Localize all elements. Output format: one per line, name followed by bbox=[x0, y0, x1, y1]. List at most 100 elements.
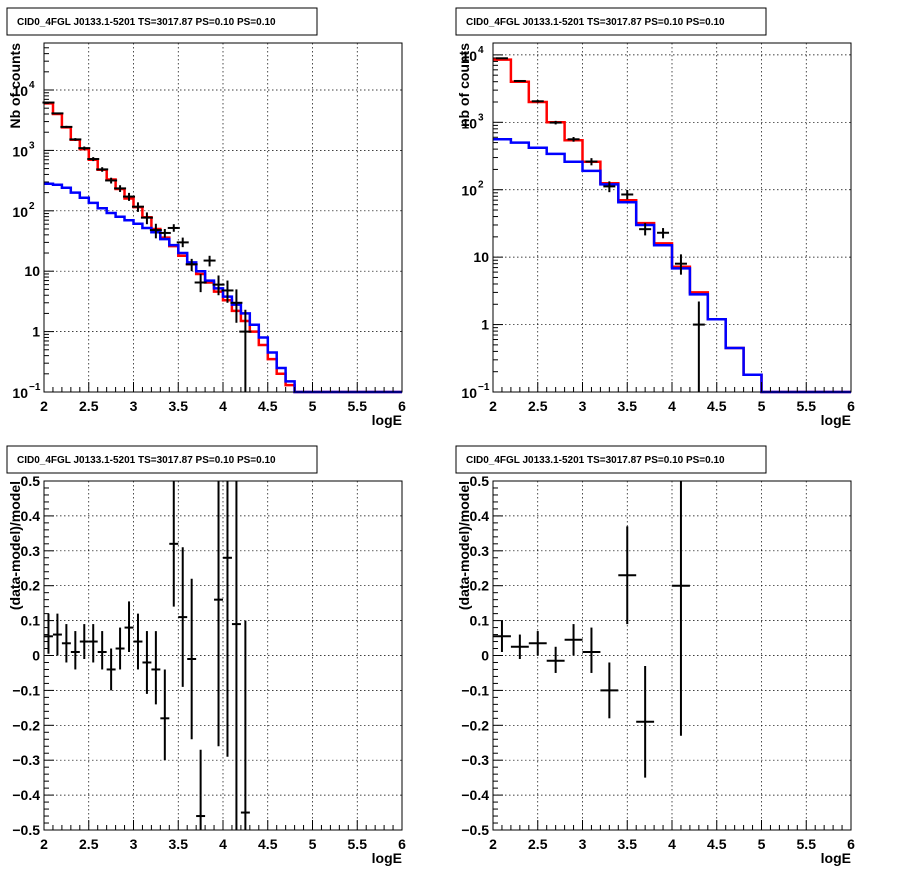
x-axis-label: logE bbox=[372, 850, 402, 866]
y-tick-label-exponent: 3 bbox=[478, 112, 484, 123]
x-tick-label: 2 bbox=[489, 836, 497, 852]
residual-chart-left: CID0_4FGL J0133.1-5201 TS=3017.87 PS=0.1… bbox=[6, 445, 406, 866]
x-tick-label: 6 bbox=[398, 836, 406, 852]
chart-title: CID0_4FGL J0133.1-5201 TS=3017.87 PS=0.1… bbox=[466, 455, 725, 466]
x-tick-label: 5 bbox=[758, 836, 766, 852]
data-point bbox=[513, 79, 526, 82]
data-point bbox=[194, 273, 207, 293]
data-points bbox=[44, 481, 250, 830]
y-tick-label: −0.3 bbox=[461, 752, 489, 768]
y-tick-label: 0.1 bbox=[470, 613, 490, 629]
data-point bbox=[185, 258, 198, 272]
data-point bbox=[585, 158, 598, 166]
data-point bbox=[96, 167, 109, 172]
y-tick-label-base: 10 bbox=[12, 385, 28, 401]
data-point bbox=[87, 157, 100, 162]
data-point bbox=[493, 620, 511, 653]
y-tick-label: 1 bbox=[481, 317, 489, 333]
chart-title: CID0_4FGL J0133.1-5201 TS=3017.87 PS=0.1… bbox=[466, 17, 725, 28]
data-points bbox=[42, 101, 252, 392]
y-tick-label: −0.1 bbox=[461, 682, 489, 698]
x-tick-label: 5.5 bbox=[797, 836, 817, 852]
chart-title: CID0_4FGL J0133.1-5201 TS=3017.87 PS=0.1… bbox=[17, 455, 276, 466]
x-tick-label: 4 bbox=[668, 836, 676, 852]
data-point bbox=[151, 631, 161, 705]
data-point bbox=[115, 627, 125, 670]
data-point bbox=[692, 301, 705, 392]
x-tick-label: 2 bbox=[40, 836, 48, 852]
chart-title-box: CID0_4FGL J0133.1-5201 TS=3017.87 PS=0.1… bbox=[6, 445, 318, 474]
data-point bbox=[52, 613, 62, 656]
data-point bbox=[657, 228, 670, 239]
y-tick-label: −0.5 bbox=[461, 822, 489, 838]
data-point bbox=[231, 481, 241, 830]
data-point bbox=[149, 223, 162, 239]
data-point bbox=[603, 181, 616, 193]
y-axis: −0.5 −0.4 −0.3 −0.2 −0.1 0 0.1 0.2 0.3 0.4 0.5 bbox=[461, 473, 503, 838]
y-tick-label-power: 10 4 bbox=[12, 80, 35, 99]
x-tick-label: 5.5 bbox=[348, 836, 368, 852]
y-tick-label-power: 10 2 bbox=[461, 180, 484, 199]
y-tick-label-power: 10 4 bbox=[461, 45, 484, 64]
y-tick-label: −0.4 bbox=[12, 787, 40, 803]
data-point bbox=[60, 125, 73, 128]
chart-title-box: CID0_4FGL J0133.1-5201 TS=3017.87 PS=0.1… bbox=[6, 7, 318, 36]
data-point bbox=[167, 224, 180, 232]
x-tick-label: 6 bbox=[847, 398, 855, 414]
y-axis-label: Nb of counts bbox=[7, 43, 23, 129]
data-point bbox=[133, 613, 143, 670]
data-point bbox=[510, 634, 529, 659]
data-point bbox=[203, 255, 216, 267]
data-points bbox=[495, 57, 705, 392]
x-tick-label: 2 bbox=[489, 398, 497, 414]
chart-title-frame bbox=[455, 7, 767, 36]
data-point bbox=[178, 547, 188, 687]
y-tick-label-power: 10 3 bbox=[461, 112, 484, 131]
x-axis-label: logE bbox=[821, 412, 851, 428]
x-tick-label: 4 bbox=[219, 836, 227, 852]
x-tick-label: 2.5 bbox=[79, 398, 99, 414]
x-tick-label: 4.5 bbox=[258, 836, 278, 852]
data-point bbox=[187, 578, 197, 740]
y-axis-label: (data-model)/model bbox=[456, 481, 472, 610]
x-tick-label: 5 bbox=[758, 398, 766, 414]
data-point bbox=[114, 185, 127, 192]
data-point bbox=[567, 137, 580, 142]
y-tick-label-exponent: 2 bbox=[29, 201, 35, 212]
data-point bbox=[230, 289, 243, 323]
chart-title-box: CID0_4FGL J0133.1-5201 TS=3017.87 PS=0.1… bbox=[455, 7, 767, 36]
y-tick-label-power: 10 −1 bbox=[461, 382, 489, 401]
y-axis-label: (data-model)/model bbox=[7, 481, 23, 610]
x-tick-label: 3.5 bbox=[618, 398, 638, 414]
residual-chart-right: CID0_4FGL J0133.1-5201 TS=3017.87 PS=0.1… bbox=[455, 445, 855, 866]
grid-lines bbox=[493, 481, 851, 830]
data-point bbox=[636, 665, 655, 778]
data-point bbox=[639, 223, 652, 236]
x-axis: 2 2.5 3 3.5 4 4.5 5 5.5 6 bbox=[40, 382, 406, 414]
y-tick-label: 0.3 bbox=[470, 543, 490, 559]
y-tick-label: 0.1 bbox=[21, 613, 41, 629]
data-point bbox=[169, 481, 179, 607]
x-tick-label: 3.5 bbox=[618, 836, 638, 852]
chart-title-frame bbox=[6, 7, 318, 36]
counts-chart-left: CID0_4FGL J0133.1-5201 TS=3017.87 PS=0.1… bbox=[6, 7, 406, 428]
data-point bbox=[212, 275, 225, 296]
y-tick-label: 0.2 bbox=[470, 578, 490, 594]
data-point bbox=[88, 624, 98, 663]
x-tick-label: 3 bbox=[130, 836, 138, 852]
x-tick-label: 6 bbox=[847, 836, 855, 852]
y-tick-label-exponent: 4 bbox=[29, 80, 35, 91]
grid-lines bbox=[493, 43, 851, 392]
series-line-0 bbox=[493, 58, 851, 394]
x-axis-label: logE bbox=[372, 412, 402, 428]
x-tick-label: 3.5 bbox=[169, 398, 189, 414]
data-point bbox=[105, 177, 118, 184]
y-tick-label: 0 bbox=[481, 648, 489, 664]
y-tick-label: 1 bbox=[32, 324, 40, 340]
data-point bbox=[158, 228, 171, 238]
y-tick-label-base: 10 bbox=[12, 83, 28, 99]
y-tick-label-exponent: −1 bbox=[29, 382, 41, 393]
x-tick-label: 4.5 bbox=[258, 398, 278, 414]
x-tick-label: 2.5 bbox=[528, 398, 548, 414]
